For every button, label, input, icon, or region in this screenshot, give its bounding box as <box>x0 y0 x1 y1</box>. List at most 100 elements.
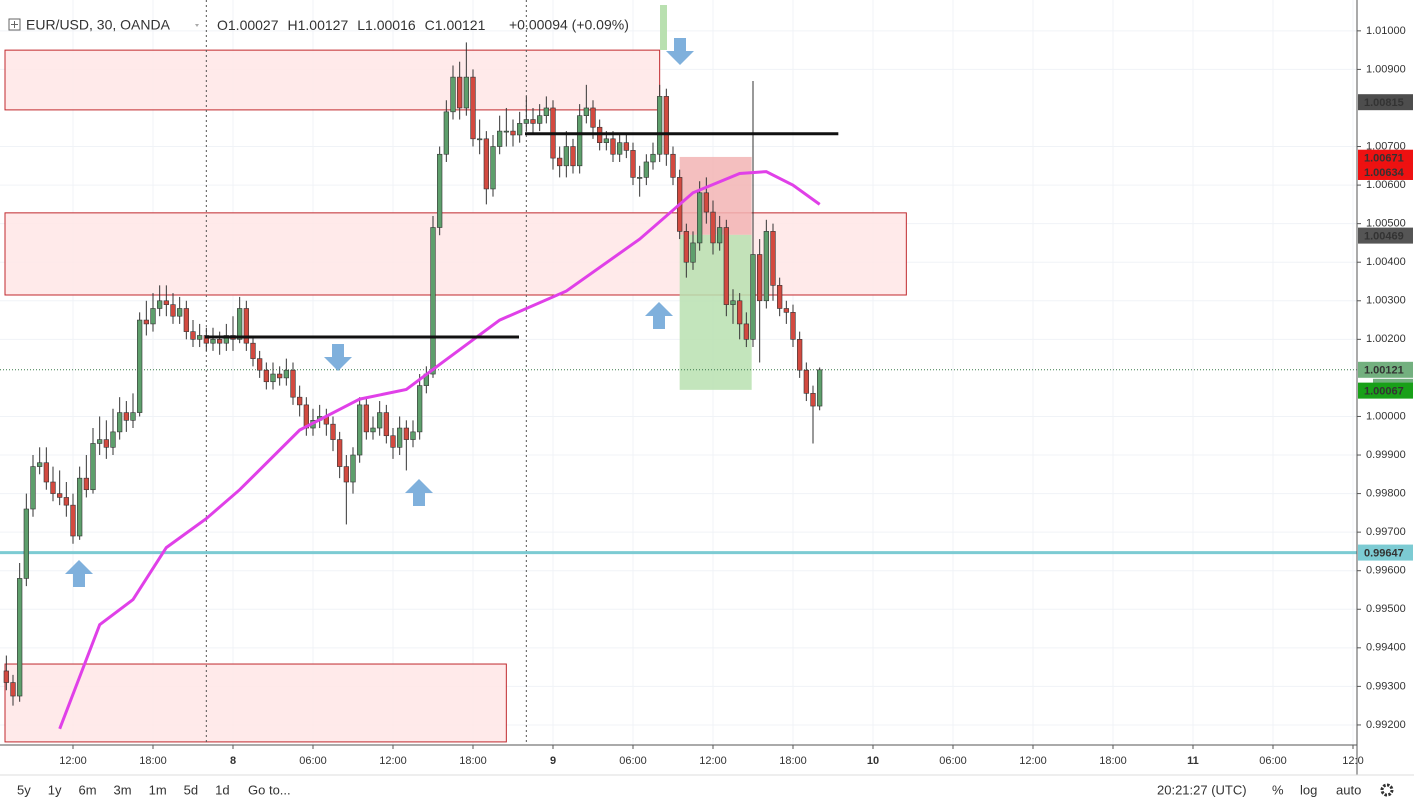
candle-body <box>117 412 123 433</box>
candle-body <box>490 146 496 190</box>
candle-body <box>110 431 116 448</box>
candle-body <box>483 138 489 190</box>
ohlc-letter: H <box>288 17 298 33</box>
candle-body <box>90 443 96 491</box>
scale-option[interactable]: auto <box>1336 782 1361 797</box>
candle-body <box>237 308 243 340</box>
candle-body <box>750 254 756 340</box>
candle-body <box>777 285 783 309</box>
scale-option[interactable]: log <box>1300 782 1317 797</box>
candle-body <box>43 462 49 483</box>
moving-average <box>58 170 821 730</box>
candle-body <box>430 227 436 375</box>
scale-option[interactable]: % <box>1272 782 1284 797</box>
candle-body <box>157 300 163 309</box>
settings-icon[interactable] <box>1380 783 1394 797</box>
candle-body <box>350 454 356 483</box>
candle-body <box>183 308 189 332</box>
candle-body <box>457 76 463 109</box>
ohlc-value: 1.00121 <box>435 17 486 33</box>
candle-body <box>397 427 403 448</box>
candle-body <box>63 497 69 506</box>
y-tick-label: 0.99600 <box>1366 565 1406 577</box>
candle-body <box>23 508 29 579</box>
candle-body <box>383 412 389 437</box>
time-axis: 12:00 18:00 8 06:00 12:00 18:00 9 06:00 12:00 18:… <box>59 745 1364 767</box>
candle-body <box>243 308 249 344</box>
candle-body <box>403 427 409 440</box>
ohlc-value: 1.00016 <box>365 17 416 33</box>
y-tick-label: 1.00000 <box>1366 410 1406 422</box>
price-label-box <box>1358 149 1413 166</box>
y-tick-label: 1.01000 <box>1366 25 1406 37</box>
zone <box>4 663 507 743</box>
ohlc-value: 1.00027 <box>228 17 279 33</box>
candle-body <box>123 412 129 421</box>
price-label-box <box>1358 544 1413 561</box>
candle-body <box>250 342 256 359</box>
candle-body <box>170 304 176 317</box>
ohlc-letter: O <box>217 17 228 33</box>
x-tick-label: 12:0 <box>1342 755 1363 767</box>
candle-body <box>737 300 743 325</box>
range-button[interactable]: 1y <box>48 782 62 797</box>
ohlc-value: 1.00127 <box>298 17 349 33</box>
symbol[interactable]: EUR/USD, 30, OANDA <box>26 17 171 33</box>
candle-body <box>710 211 716 244</box>
candle-body <box>477 138 483 141</box>
range-button[interactable]: 6m <box>78 782 96 797</box>
x-tick-label: 9 <box>550 755 556 767</box>
y-tick-label: 1.00200 <box>1366 333 1406 345</box>
range-button[interactable]: 3m <box>114 782 132 797</box>
candle-body <box>177 308 183 317</box>
candle-body <box>803 369 809 394</box>
range-button[interactable]: 5d <box>184 782 198 797</box>
goto-button[interactable]: Go to... <box>248 782 291 797</box>
candle-body <box>257 358 263 371</box>
symbol-dropdown[interactable] <box>195 24 199 27</box>
candle-body <box>610 138 616 155</box>
x-tick-label: 18:00 <box>1099 755 1127 767</box>
collapse-button[interactable] <box>8 18 21 31</box>
candle-body <box>583 107 589 116</box>
candle-body <box>10 682 16 697</box>
candle-body <box>617 142 623 155</box>
range-button[interactable]: 5y <box>17 782 31 797</box>
candle-body <box>57 493 63 498</box>
candle-body <box>463 76 469 109</box>
candle-body <box>770 231 776 286</box>
candle-body <box>263 369 269 383</box>
candle-body <box>330 423 336 440</box>
y-tick-label: 0.99900 <box>1366 449 1406 461</box>
candle-body <box>657 96 663 155</box>
candle-body <box>390 435 396 448</box>
range-button[interactable]: 1d <box>215 782 229 797</box>
candle-body <box>730 300 736 305</box>
gear[interactable] <box>1380 783 1394 797</box>
y-tick-label: 0.99800 <box>1366 487 1406 499</box>
legend-header: EUR/USD, 30, OANDA O1.00027 H1.00127 L1.00… <box>8 17 629 33</box>
candle-body <box>363 404 369 433</box>
x-tick-label: 12:00 <box>59 755 87 767</box>
candle-body <box>130 412 136 421</box>
y-tick-label: 1.00400 <box>1366 256 1406 268</box>
zone <box>4 49 661 111</box>
range-button[interactable]: 1m <box>149 782 167 797</box>
price-label-box <box>1358 382 1413 399</box>
arrow-up <box>645 302 673 329</box>
candle-body <box>670 153 676 178</box>
candle-body <box>357 404 363 456</box>
candle-body <box>577 115 583 167</box>
price-label: 1.00634 <box>1364 167 1405 179</box>
x-tick-label: 06:00 <box>619 755 647 767</box>
ohlc-letter: L <box>357 17 365 33</box>
price-label: 0.99647 <box>1364 547 1404 559</box>
candle-body <box>537 115 543 124</box>
candle-body <box>37 462 43 467</box>
candle-body <box>83 477 89 491</box>
candle-body <box>197 335 203 340</box>
candle-body <box>783 308 789 313</box>
candle-body <box>650 153 656 163</box>
